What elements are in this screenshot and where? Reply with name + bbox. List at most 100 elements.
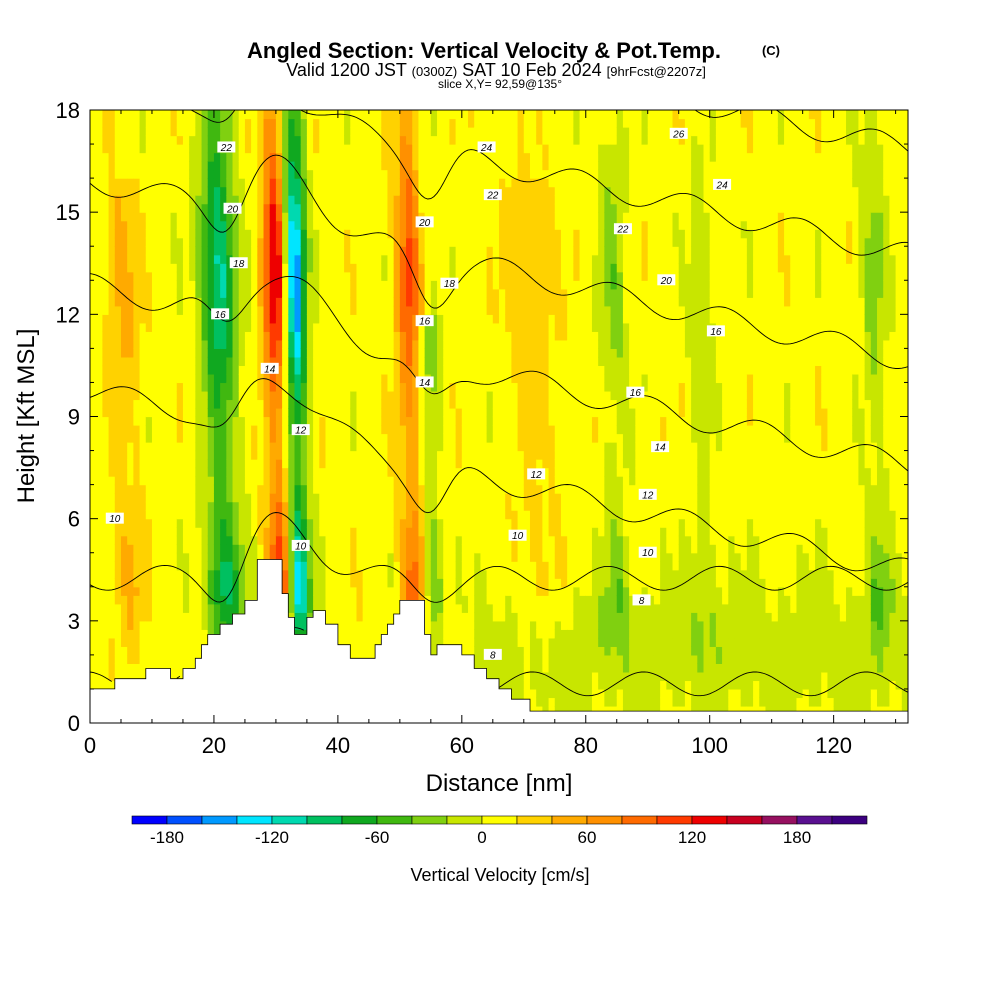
heatmap-cell [430,442,438,452]
heatmap-cell [356,348,364,358]
heatmap-cell [468,595,475,605]
heatmap-cell [195,220,203,230]
heatmap-cell [517,637,525,647]
heatmap-cell [294,586,302,596]
heatmap-cell [96,288,103,298]
heatmap-cell [145,603,153,613]
heatmap-cell [461,612,469,622]
heatmap-cell [356,373,364,384]
heatmap-cell [176,629,184,639]
heatmap-cell [244,237,252,247]
heatmap-cell [455,246,463,256]
heatmap-cell [232,484,240,494]
heatmap-cell [145,118,153,128]
heatmap-cell [505,314,512,324]
heatmap-cell [176,552,184,562]
heatmap-cell [375,305,382,315]
heatmap-cell [158,510,165,520]
heatmap-cell [269,220,277,230]
heatmap-cell [269,416,277,426]
heatmap-cell [133,450,141,460]
heatmap-cell [455,322,463,332]
heatmap-cell [269,467,277,477]
heatmap-cell [257,178,265,188]
heatmap-cell [424,331,432,341]
heatmap-cell [207,484,215,494]
heatmap-cell [139,356,147,367]
heatmap-cell [263,144,271,154]
heatmap-cell [176,561,184,571]
heatmap-cell [114,671,122,682]
heatmap-cell [306,135,314,145]
heatmap-cell [356,612,364,622]
heatmap-cell [300,450,308,460]
heatmap-cell [381,407,389,418]
heatmap-cell [170,493,178,503]
heatmap-cell [151,595,159,605]
heatmap-cell [127,212,134,222]
heatmap-cell [263,484,271,494]
heatmap-cell [399,339,407,349]
heatmap-cell [474,416,482,426]
heatmap-cell [480,348,488,358]
heatmap-cell [337,195,345,205]
heatmap-cell [300,203,308,213]
heatmap-cell [443,450,451,460]
heatmap-cell [176,288,184,298]
heatmap-cell [189,246,196,256]
heatmap-cell [331,459,339,469]
heatmap-cell [362,501,370,511]
heatmap-cell [244,578,252,588]
heatmap-cell [90,135,97,145]
heatmap-cell [368,544,376,554]
heatmap-cell [176,407,184,418]
heatmap-cell [269,161,277,171]
heatmap-cell [251,254,258,264]
heatmap-cell [356,365,364,375]
heatmap-cell [443,603,451,613]
heatmap-cell [474,203,482,213]
heatmap-cell [499,671,506,682]
heatmap-cell [412,450,420,460]
heatmap-cell [139,186,147,196]
heatmap-cell [139,331,147,341]
heatmap-cell [356,135,364,145]
heatmap-cell [108,195,116,205]
heatmap-cell [232,569,240,579]
heatmap-cell [468,331,475,341]
heatmap-cell [207,356,215,367]
heatmap-cell [151,382,159,392]
heatmap-cell [393,373,401,384]
heatmap-cell [424,127,432,137]
heatmap-cell [269,152,277,162]
heatmap-cell [275,212,283,222]
heatmap-cell [393,382,401,392]
heatmap-cell [139,467,147,477]
heatmap-cell [195,493,203,503]
heatmap-cell [430,373,438,384]
heatmap-cell [145,152,153,162]
heatmap-cell [313,271,320,281]
heatmap-cell [331,178,339,188]
heatmap-cell [251,442,258,452]
heatmap-cell [244,161,252,171]
heatmap-cell [505,595,512,605]
heatmap-cell [319,212,327,222]
heatmap-cell [406,476,413,486]
heatmap-cell [455,578,463,588]
heatmap-cell [182,552,190,562]
heatmap-cell [127,535,134,545]
heatmap-cell [170,671,178,682]
heatmap-cell [337,314,345,324]
heatmap-cell [232,425,240,435]
heatmap-cell [511,331,519,341]
heatmap-cell [127,161,134,171]
heatmap-cell [387,433,395,443]
heatmap-cell [337,637,345,647]
heatmap-cell [337,407,345,418]
heatmap-cell [207,390,215,401]
heatmap-cell [158,654,165,664]
heatmap-cell [120,459,128,469]
heatmap-cell [437,356,444,367]
heatmap-cell [325,152,333,162]
